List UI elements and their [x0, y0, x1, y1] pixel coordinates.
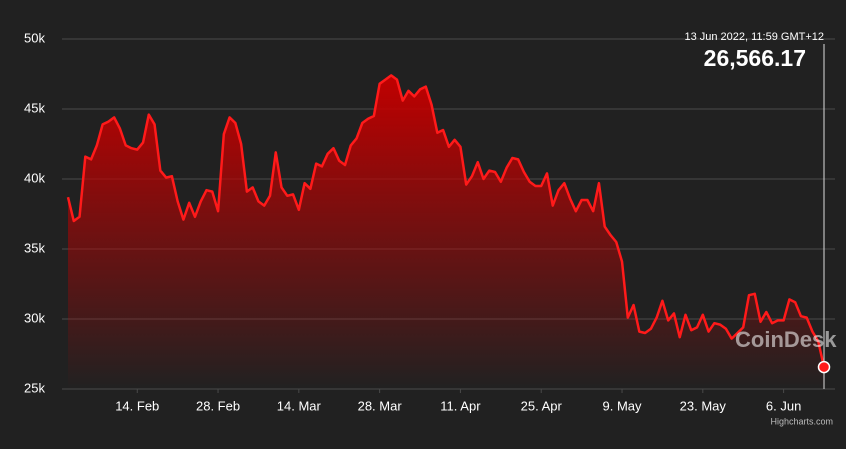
credits: Highcharts.com: [770, 416, 833, 426]
x-tick-label: 14. Feb: [115, 398, 159, 413]
price-line: [66, 74, 826, 368]
y-tick-label: 40k: [24, 170, 45, 185]
watermark: CoinDesk: [735, 327, 837, 352]
x-tick-label: 11. Apr: [440, 398, 481, 413]
x-tick-label: 23. May: [680, 398, 727, 413]
x-tick-label: 25. Apr: [521, 398, 563, 413]
plot: [66, 44, 831, 390]
y-tick-label: 45k: [24, 100, 45, 115]
x-tick-label: 6. Jun: [766, 398, 801, 413]
y-tick-label: 50k: [24, 30, 45, 45]
x-tick-label: 28. Mar: [358, 398, 403, 413]
tooltip-value: 26,566.17: [704, 45, 806, 71]
tooltip-date: 13 Jun 2022, 11:59 GMT+12: [684, 31, 824, 43]
x-tick-label: 14. Mar: [277, 398, 322, 413]
last-point-marker: [817, 360, 831, 374]
x-tick-label: 9. May: [603, 398, 643, 413]
area-fill: [68, 75, 824, 390]
y-tick-label: 25k: [24, 380, 45, 395]
y-tick-label: 30k: [24, 310, 45, 325]
y-tick-label: 35k: [24, 240, 45, 255]
x-tick-label: 28. Feb: [196, 398, 240, 413]
grid: 25k 30k 35k 40k 45k 50k 14. Feb 28. Feb 14. Mar 2…: [24, 30, 835, 413]
